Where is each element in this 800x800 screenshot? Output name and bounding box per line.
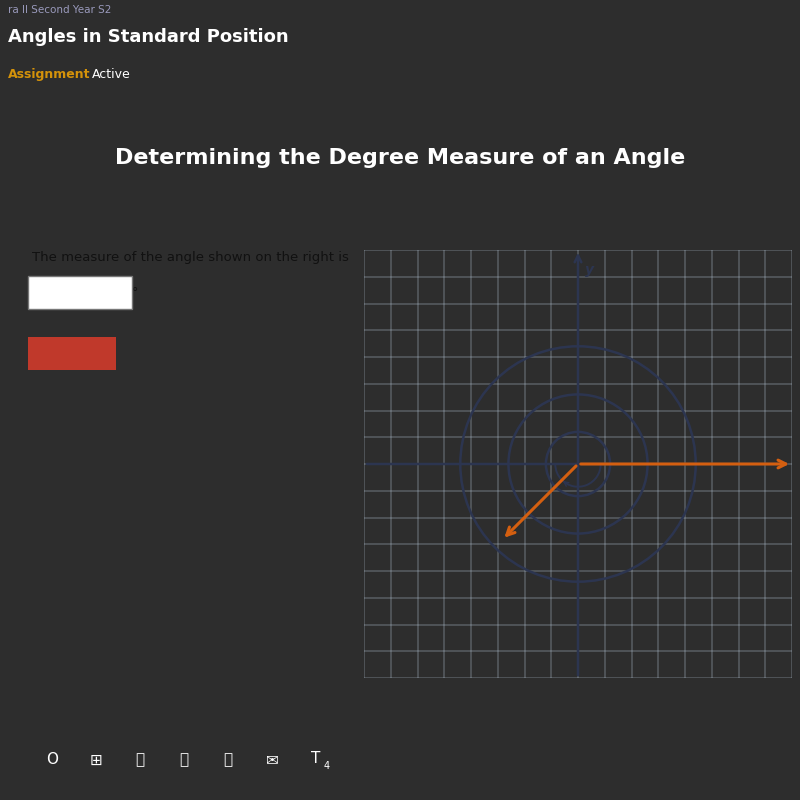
Text: ✓: ✓	[102, 348, 112, 358]
Text: °: °	[132, 286, 138, 298]
Text: 4: 4	[323, 762, 330, 771]
Text: ✉: ✉	[266, 753, 278, 767]
Text: Determining the Degree Measure of an Angle: Determining the Degree Measure of an Ang…	[115, 148, 685, 168]
Text: O: O	[46, 753, 58, 767]
Text: T: T	[310, 751, 320, 766]
Text: The measure of the angle shown on the right is: The measure of the angle shown on the ri…	[32, 251, 349, 264]
Text: ⊞: ⊞	[90, 753, 102, 767]
Text: ra II Second Year S2: ra II Second Year S2	[8, 5, 111, 15]
Text: y: y	[585, 263, 594, 278]
Text: Assignment: Assignment	[8, 68, 90, 81]
FancyBboxPatch shape	[28, 337, 116, 370]
Text: 🛍: 🛍	[223, 753, 233, 767]
Text: 📁: 📁	[179, 753, 189, 767]
Text: DONE: DONE	[46, 346, 84, 359]
Text: Angles in Standard Position: Angles in Standard Position	[8, 28, 289, 46]
Text: 🌐: 🌐	[135, 753, 145, 767]
FancyBboxPatch shape	[28, 277, 132, 310]
Text: Active: Active	[92, 68, 130, 81]
